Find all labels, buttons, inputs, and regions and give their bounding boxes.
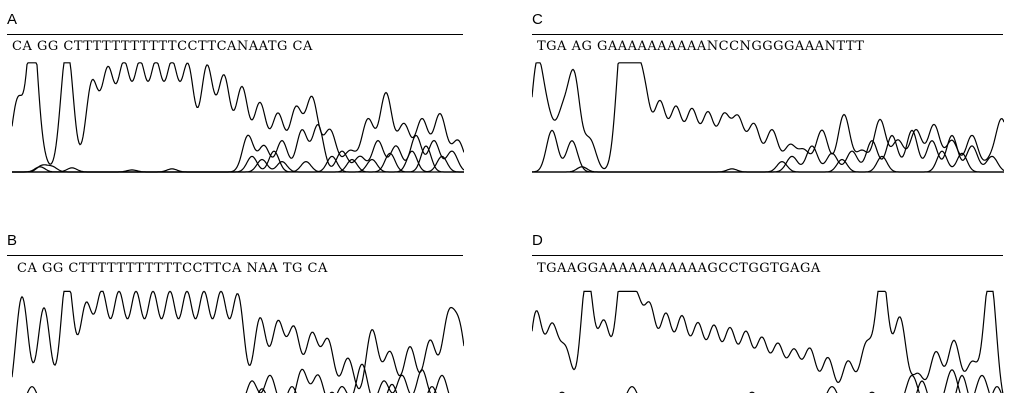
trace-channel-0 [12,290,464,390]
panel-label: D [532,232,543,249]
trace-channel-0 [532,290,1004,393]
panel-label: A [7,11,18,28]
header-rule [7,255,463,256]
panel-label: B [7,232,18,249]
trace-channel-3 [12,145,464,173]
trace-channel-0 [532,62,1004,170]
trace-channel-2 [916,374,1002,393]
trace-channel-1 [559,369,990,393]
base-sequence: TGAAGGAAAAAAAAAAAGCCTGGTGAGA [537,261,821,276]
trace-channel-2 [532,150,1004,173]
header-rule [7,34,463,35]
base-sequence: CA GG CTTTTTTTTTTTCCTTCA NAA TG CA [17,261,328,276]
panel-label: C [532,11,543,28]
trace-channel-1 [12,123,464,173]
chromatogram-trace [532,62,1004,173]
base-sequence: CA GG CTTTTTTTTTTTCCTTCANAATG CA [12,39,313,54]
trace-channel-2 [12,150,464,173]
trace-channel-1 [26,363,450,393]
base-sequence: TGA AG GAAAAAAAAAANCCNGGGGAAANTTT [537,39,865,54]
header-rule [532,255,1003,256]
chromatogram-trace [532,290,1004,393]
header-rule [532,34,1003,35]
trace-channel-2 [257,383,437,393]
trace-channel-0 [12,62,464,165]
chromatogram-trace [12,62,464,173]
chromatogram-trace [12,290,464,393]
